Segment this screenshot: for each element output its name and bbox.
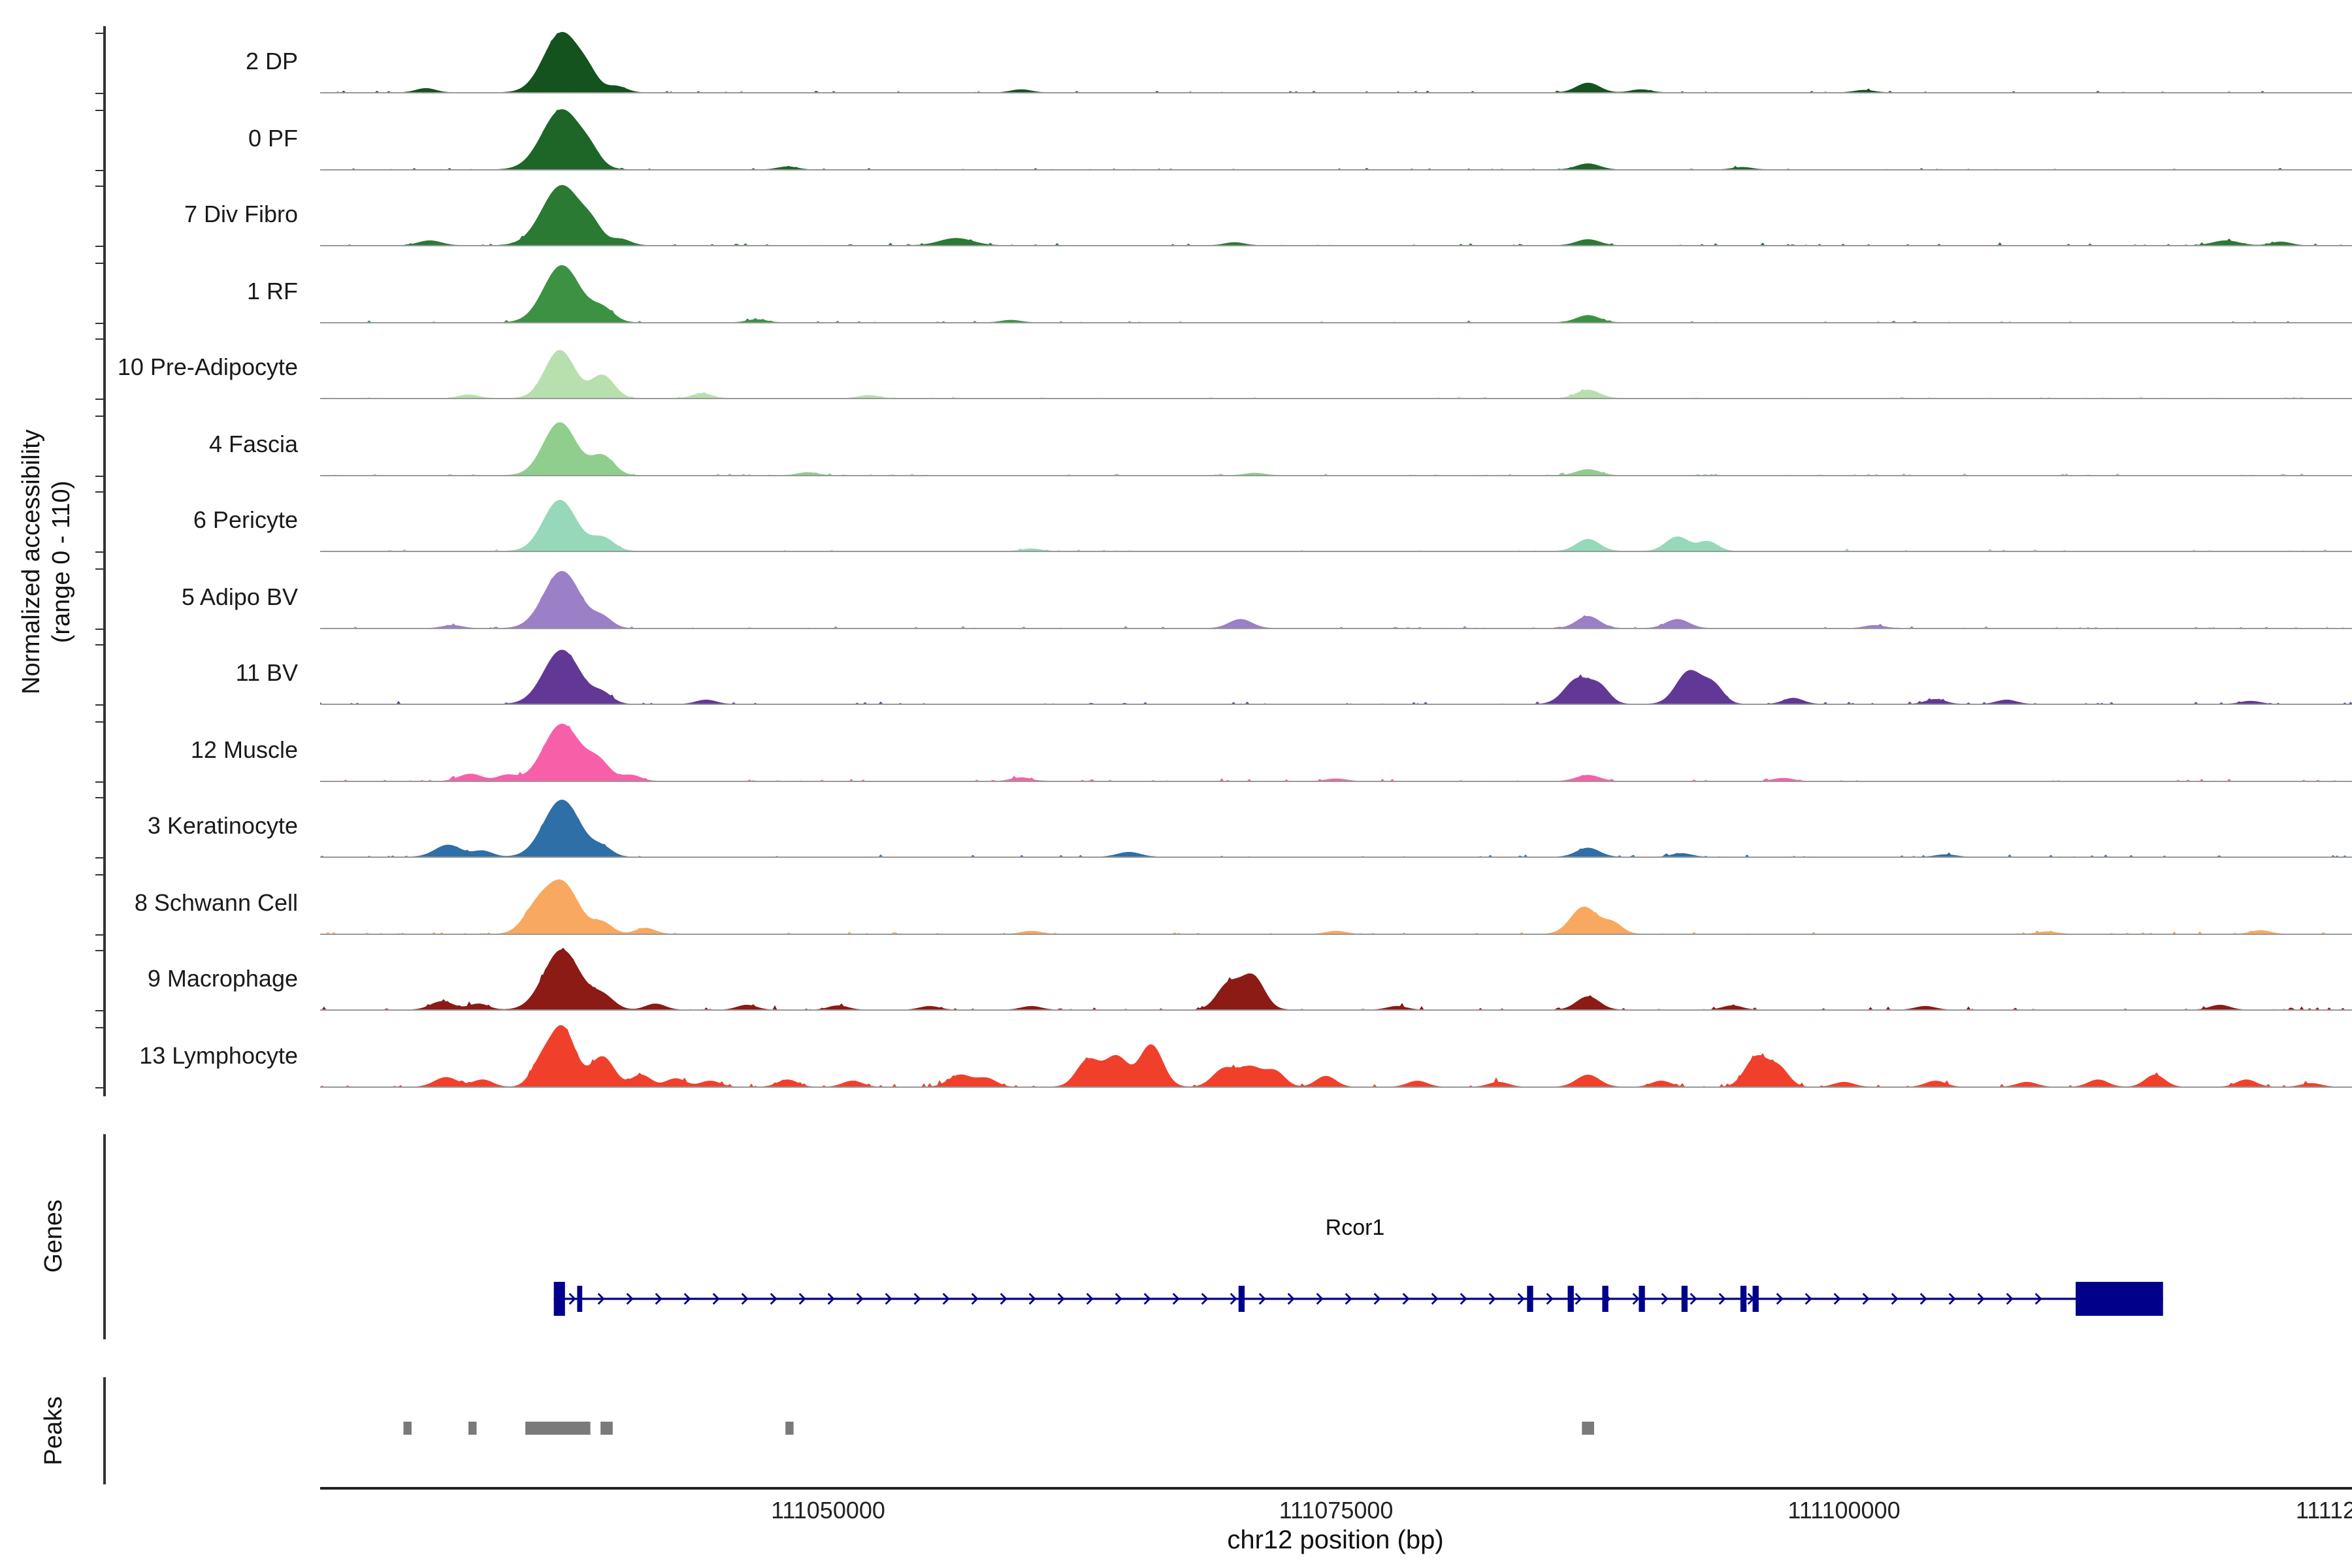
track-row: 8 Schwann Cell	[0, 867, 2352, 944]
track-signal	[320, 1024, 2352, 1087]
x-axis-tick-label: 111100000	[1788, 1497, 1901, 1524]
track-row: 6 Pericyte	[0, 485, 2352, 562]
track-signal	[320, 799, 2352, 858]
axis-tick	[95, 781, 105, 782]
track-row: 4 Fascia	[0, 408, 2352, 485]
axis-tick	[95, 857, 105, 858]
axis-tick	[95, 109, 105, 110]
x-axis-tick-label: 111075000	[1279, 1497, 1394, 1524]
track-row: 5 Adipo BV	[0, 561, 2352, 638]
track-row: 0 PF	[0, 103, 2352, 180]
track-label: 12 Muscle	[190, 736, 298, 762]
track-label: 2 DP	[245, 48, 298, 74]
track-row: 2 DP	[0, 26, 2352, 103]
track-label: 11 BV	[235, 660, 298, 686]
track-label: 3 Keratinocyte	[147, 813, 298, 839]
track-row: 3 Keratinocyte	[0, 791, 2352, 868]
track-label: 6 Pericyte	[193, 507, 298, 533]
track-row: 11 BV	[0, 638, 2352, 715]
axis-tick	[95, 475, 105, 476]
axis-tick	[95, 628, 105, 629]
track-signal	[320, 879, 2352, 934]
axis-tick	[95, 33, 105, 34]
track-row: 10 Pre-Adipocyte	[0, 332, 2352, 409]
axis-tick	[95, 644, 105, 645]
track-row: 7 Div Fibro	[0, 179, 2352, 256]
peaks-track	[403, 1422, 1594, 1435]
track-label: 8 Schwann Cell	[134, 889, 298, 915]
axis-tick	[95, 704, 105, 706]
track-signal	[320, 350, 2352, 399]
track-signal	[320, 264, 2352, 323]
x-axis-tick-label: 111050000	[771, 1497, 885, 1524]
axis-tick	[95, 186, 105, 187]
axis-tick	[95, 322, 105, 323]
axis-tick	[95, 934, 105, 935]
x-axis-title: chr12 position (bp)	[1227, 1526, 1444, 1555]
peaks-section-label: Peaks	[41, 1396, 68, 1465]
axis-tick	[95, 950, 105, 951]
gene-name-label: Rcor1	[1325, 1215, 1385, 1240]
track-row: 12 Muscle	[0, 714, 2352, 791]
axis-tick	[95, 1010, 105, 1011]
axis-tick	[95, 338, 105, 340]
track-row: 13 Lymphocyte	[0, 1020, 2352, 1097]
genes-axis-line	[103, 1134, 105, 1339]
track-label: 13 Lymphocyte	[139, 1042, 298, 1068]
gene-model-track	[553, 1282, 2163, 1316]
axis-tick	[95, 797, 105, 798]
track-row: 9 Macrophage	[0, 943, 2352, 1021]
axis-tick	[95, 415, 105, 416]
track-label: 10 Pre-Adipocyte	[117, 354, 298, 380]
axis-tick	[95, 246, 105, 247]
track-signal	[320, 31, 2352, 93]
x-axis-line	[320, 1487, 2352, 1490]
accessibility-tracks: 2 DP 0 PF 7 Div Fibro 1 RF 10 Pre-Adipocyte 4…	[0, 26, 2352, 1096]
track-signal	[320, 649, 2352, 705]
track-label: 5 Adipo BV	[181, 583, 298, 610]
x-axis-tick-label: 111125000	[2295, 1497, 2352, 1524]
track-signal	[320, 947, 2352, 1011]
peaks-axis-line	[103, 1377, 105, 1484]
axis-tick	[95, 568, 105, 569]
tracks-axis-line	[103, 26, 105, 1096]
axis-tick	[95, 1026, 105, 1028]
track-label: 9 Macrophage	[147, 966, 298, 992]
track-signal	[320, 185, 2352, 246]
track-label: 0 PF	[248, 125, 298, 151]
track-row: 1 RF	[0, 255, 2352, 333]
axis-tick	[95, 262, 105, 263]
axis-tick	[95, 874, 105, 875]
axis-tick	[95, 551, 105, 553]
genes-section-label: Genes	[41, 1200, 68, 1273]
track-label: 1 RF	[246, 278, 298, 304]
track-signal	[320, 421, 2352, 476]
track-signal	[320, 108, 2352, 170]
track-signal	[320, 500, 2352, 552]
axis-tick	[95, 491, 105, 493]
axis-tick	[95, 93, 105, 94]
track-signal	[320, 570, 2352, 629]
axis-tick	[95, 1086, 105, 1088]
axis-tick	[95, 721, 105, 722]
axis-tick	[95, 399, 105, 400]
track-label: 4 Fascia	[208, 431, 298, 457]
track-signal	[320, 723, 2352, 781]
axis-tick	[95, 169, 105, 171]
track-label: 7 Div Fibro	[184, 201, 298, 227]
